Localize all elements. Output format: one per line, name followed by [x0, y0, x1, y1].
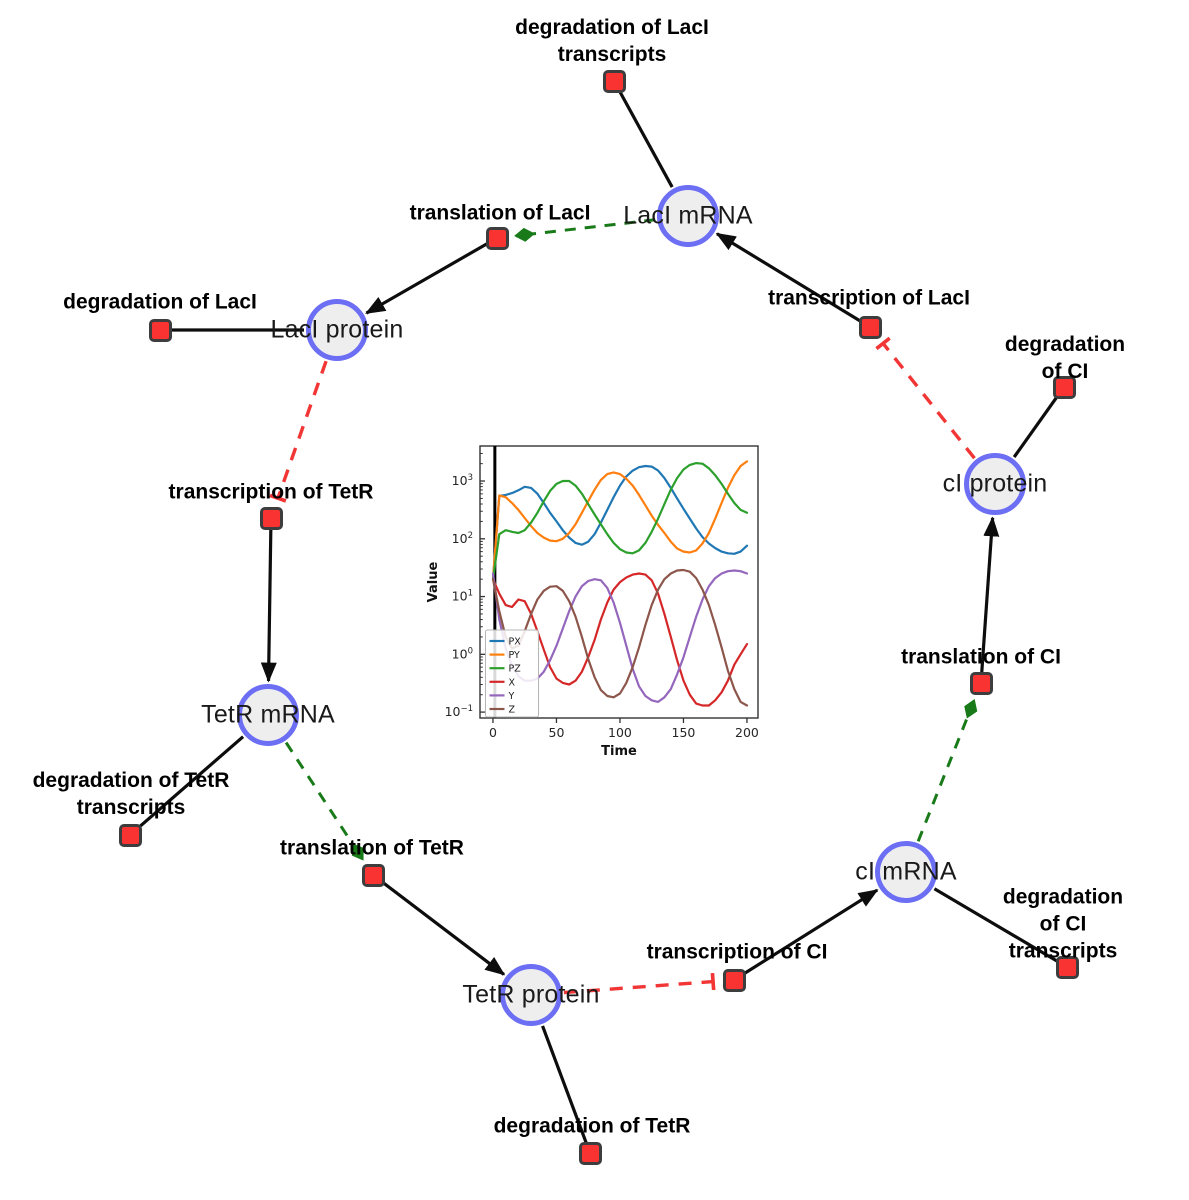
species-node-ci_mrna	[875, 841, 937, 903]
reaction-node-tr_tetr	[259, 506, 283, 530]
edge-consumption-laci_mrna-deg_laci_tx	[617, 89, 674, 188]
reaction-node-deg_tetr_tx	[118, 823, 142, 847]
edge-modifier-tetr_mrna-transl_tetr	[284, 741, 364, 861]
edge-inhibitor-tetr_protein-tr_ci	[563, 972, 716, 995]
edge-consumption-tetr_mrna-deg_tetr_tx	[137, 735, 245, 829]
edge-modifier-ci_mrna-transl_ci	[916, 699, 978, 842]
edge-product-transl_laci-laci_protein	[365, 242, 489, 315]
edge-product-transl_tetr-tetr_protein	[380, 880, 506, 976]
edge-product-tr_tetr-tetr_mrna	[260, 528, 277, 683]
edge-product-transl_ci-ci_protein	[980, 516, 1000, 673]
edge-consumption-tetr_protein-deg_tetr	[541, 1025, 588, 1144]
species-node-tetr_protein	[500, 964, 562, 1026]
edge-consumption-ci_mrna-deg_ci_tx	[933, 887, 1059, 963]
reaction-node-deg_laci	[148, 318, 172, 342]
reaction-node-tr_laci	[858, 315, 882, 339]
edge-inhibitor-ci_protein-tr_laci	[875, 336, 976, 460]
reaction-node-transl_laci	[485, 226, 509, 250]
species-node-laci_protein	[306, 299, 368, 361]
reaction-node-transl_tetr	[361, 863, 385, 887]
edges	[137, 89, 1059, 1144]
species-node-laci_mrna	[657, 185, 719, 247]
reaction-node-deg_ci_tx	[1055, 955, 1079, 979]
reaction-node-deg_laci_tx	[602, 69, 626, 93]
reaction-node-tr_ci	[722, 968, 746, 992]
edge-product-tr_ci-ci_mrna	[742, 888, 879, 976]
reaction-node-transl_ci	[969, 671, 993, 695]
edge-inhibitor-laci_protein-tr_tetr	[269, 360, 328, 503]
edge-consumption-ci_protein-deg_ci	[1012, 395, 1059, 459]
reaction-node-deg_ci	[1052, 375, 1076, 399]
edge-product-tr_laci-laci_mrna	[715, 232, 862, 323]
species-node-tetr_mrna	[237, 684, 299, 746]
species-node-ci_protein	[964, 453, 1026, 515]
reaction-node-deg_tetr	[578, 1141, 602, 1165]
edge-modifier-laci_mrna-transl_laci	[514, 218, 656, 242]
